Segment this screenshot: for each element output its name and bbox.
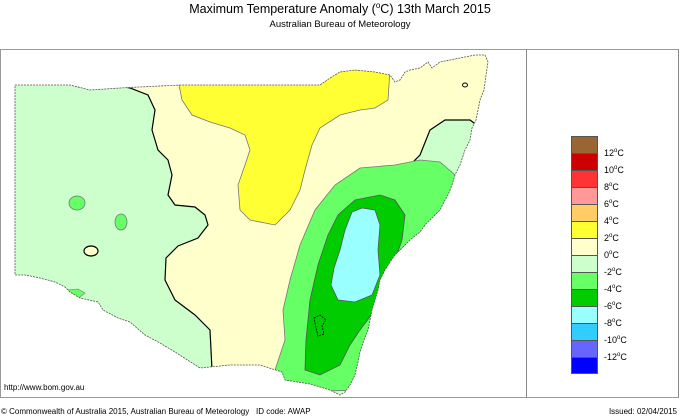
anomaly-patch-0 bbox=[83, 245, 99, 257]
legend-label: -10oC bbox=[604, 335, 627, 345]
degree-symbol: o bbox=[375, 1, 381, 10]
legend-swatch-minus12-minus10 bbox=[571, 340, 598, 357]
legend-swatch-minus2-0 bbox=[571, 255, 598, 272]
anomaly-patch-0 bbox=[462, 82, 468, 88]
legend-swatch-6-8 bbox=[571, 187, 598, 204]
anomaly-patch-minus4 bbox=[68, 195, 86, 211]
anomaly-patch-minus4 bbox=[114, 213, 128, 231]
legend-label: -2oC bbox=[604, 267, 622, 277]
legend-swatch-below-minus12 bbox=[571, 357, 598, 374]
nsw-anomaly-map bbox=[14, 54, 489, 396]
legend-label: 4oC bbox=[604, 216, 619, 226]
legend-swatch-4-6 bbox=[571, 204, 598, 221]
legend-label: -4oC bbox=[604, 284, 622, 294]
copyright-notice: © Commonwealth of Australia 2015, Austra… bbox=[1, 407, 250, 416]
map-frame bbox=[0, 49, 679, 398]
legend-swatch-8-10 bbox=[571, 170, 598, 187]
anomaly-zone-minus6-to-minus8 bbox=[330, 207, 381, 303]
nsw-border bbox=[14, 54, 489, 396]
legend-label: 0oC bbox=[604, 250, 619, 260]
anomaly-zone-2-to-4 bbox=[169, 69, 391, 226]
legend-frame bbox=[526, 49, 679, 398]
map-title: Maximum Temperature Anomaly (oC) 13th Ma… bbox=[0, 1, 680, 16]
bom-url-link[interactable]: http://www.bom.gov.au bbox=[4, 383, 85, 392]
legend-label: 12oC bbox=[604, 148, 624, 158]
legend-label: 6oC bbox=[604, 199, 619, 209]
legend-swatch-2-4 bbox=[571, 221, 598, 238]
title-date: C) 13th March 2015 bbox=[380, 2, 491, 17]
legend-label: -12oC bbox=[604, 352, 627, 362]
legend-swatch-10-12 bbox=[571, 153, 598, 170]
map-subtitle: Australian Bureau of Meteorology bbox=[269, 19, 411, 30]
legend-swatch-minus10-minus8 bbox=[571, 323, 598, 340]
legend-label: 2oC bbox=[604, 233, 619, 243]
id-code: ID code: AWAP bbox=[256, 407, 311, 416]
legend-swatch-minus8-minus6 bbox=[571, 306, 598, 323]
issued-date: Issued: 02/04/2015 bbox=[608, 407, 677, 416]
title-text: Maximum Temperature Anomaly ( bbox=[189, 2, 376, 17]
act-border bbox=[313, 314, 327, 337]
legend-label: 10oC bbox=[604, 165, 624, 175]
legend-swatch-minus6-minus4 bbox=[571, 289, 598, 306]
legend-label: -6oC bbox=[604, 301, 622, 311]
legend-swatch-minus4-minus2 bbox=[571, 272, 598, 289]
legend-swatch-above-12 bbox=[571, 136, 598, 153]
legend-label: -8oC bbox=[604, 318, 622, 328]
legend-label: 8oC bbox=[604, 182, 619, 192]
legend-swatch-0-2 bbox=[571, 238, 598, 255]
